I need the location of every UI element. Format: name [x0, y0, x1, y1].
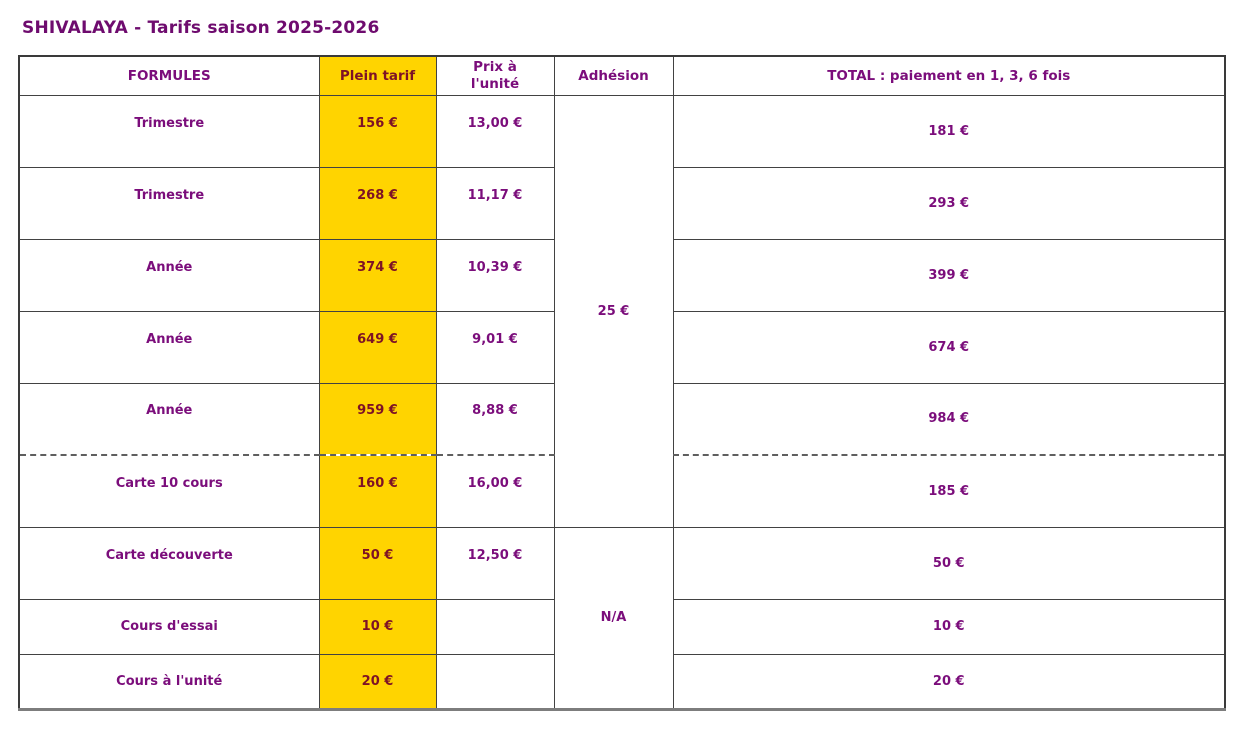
header-row: FORMULES Plein tarif Prix à l'unité Adhé…: [18, 55, 1226, 96]
formule-cell: Carte découverte: [18, 526, 320, 600]
total-cell: 20 €: [672, 653, 1226, 710]
table-row: Cours d'essai 10 € 10 €: [18, 598, 1226, 655]
formule-cell: Année: [18, 310, 320, 384]
header-adhesion: Adhésion: [553, 55, 674, 96]
plein-tarif-cell: 50 €: [318, 526, 437, 600]
total-cell: 181 €: [672, 94, 1226, 168]
total-cell: 399 €: [672, 238, 1226, 312]
prix-unite-cell: 11,17 €: [435, 166, 555, 240]
plein-tarif-cell: 20 €: [318, 653, 437, 710]
header-prix-unite: Prix à l'unité: [435, 55, 555, 96]
prix-unite-cell: 10,39 €: [435, 238, 555, 312]
prix-unite-cell: 9,01 €: [435, 310, 555, 384]
table-row: Carte découverte 50 € 12,50 € N/A 50 €: [18, 526, 1226, 710]
plein-tarif-cell: 156 €: [318, 94, 437, 168]
tarifs-table: FORMULES Plein tarif Prix à l'unité Adhé…: [18, 55, 1226, 711]
plein-tarif-cell: 959 €: [318, 382, 437, 456]
total-cell: 50 €: [672, 526, 1226, 600]
adhesion-merged-cell: N/A: [553, 526, 674, 710]
total-cell: 984 €: [672, 382, 1226, 456]
adhesion-merged-cell: 25 €: [553, 94, 674, 528]
table-row: Année 959 € 8,88 € 984 €: [18, 382, 1226, 456]
prix-unite-cell: 12,50 €: [435, 526, 555, 600]
prix-unite-cell: 16,00 €: [435, 454, 555, 528]
prix-unite-cell: 13,00 €: [435, 94, 555, 168]
prix-unite-cell: [435, 598, 555, 655]
formule-cell: Trimestre: [18, 94, 320, 168]
header-formules: FORMULES: [18, 55, 320, 96]
formule-cell: Année: [18, 238, 320, 312]
plein-tarif-cell: 160 €: [318, 454, 437, 528]
total-cell: 185 €: [672, 454, 1226, 528]
header-total: TOTAL : paiement en 1, 3, 6 fois: [672, 55, 1226, 96]
total-cell: 10 €: [672, 598, 1226, 655]
formule-cell: Trimestre: [18, 166, 320, 240]
prix-unite-cell: [435, 653, 555, 710]
total-cell: 293 €: [672, 166, 1226, 240]
plein-tarif-cell: 10 €: [318, 598, 437, 655]
table-row: Carte 10 cours 160 € 16,00 € 185 €: [18, 454, 1226, 528]
table-row: Année 649 € 9,01 € 674 €: [18, 310, 1226, 384]
formule-cell: Carte 10 cours: [18, 454, 320, 528]
table-row: Cours à l'unité 20 € 20 €: [18, 653, 1226, 710]
plein-tarif-cell: 374 €: [318, 238, 437, 312]
formule-cell: Année: [18, 382, 320, 456]
formule-cell: Cours d'essai: [18, 598, 320, 655]
header-plein-tarif: Plein tarif: [318, 55, 437, 96]
total-cell: 674 €: [672, 310, 1226, 384]
formule-cell: Cours à l'unité: [18, 653, 320, 710]
plein-tarif-cell: 649 €: [318, 310, 437, 384]
plein-tarif-cell: 268 €: [318, 166, 437, 240]
table-row: Trimestre 156 € 13,00 € 25 € 181 €: [18, 94, 1226, 528]
page-title: SHIVALAYA - Tarifs saison 2025-2026: [22, 18, 380, 38]
prix-unite-cell: 8,88 €: [435, 382, 555, 456]
table-row: Année 374 € 10,39 € 399 €: [18, 238, 1226, 312]
table-row: Trimestre 268 € 11,17 € 293 €: [18, 166, 1226, 240]
